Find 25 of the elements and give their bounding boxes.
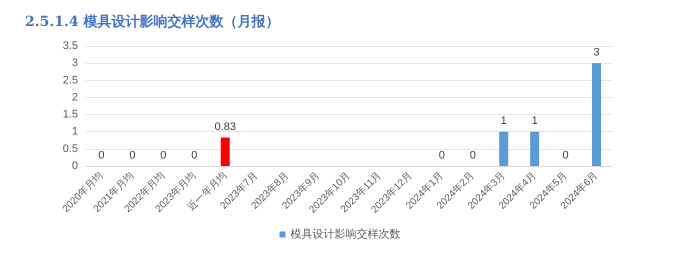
bar xyxy=(530,132,540,166)
data-label: 3 xyxy=(593,46,600,59)
chart-title: 2.5.1.4 模具设计影响交样次数（月报） xyxy=(25,13,280,30)
data-label: 0 xyxy=(470,150,476,162)
legend-label: 模具设计影响交样次数 xyxy=(290,228,400,240)
y-tick-label: 0 xyxy=(72,160,78,172)
y-tick-label: 3.5 xyxy=(62,40,78,52)
data-label: 0 xyxy=(438,150,445,162)
bar xyxy=(592,63,602,166)
y-tick-label: 3 xyxy=(72,57,78,70)
bar xyxy=(499,132,508,166)
y-tick-label: 2 xyxy=(72,91,78,104)
y-tick-label: 0.5 xyxy=(62,142,78,155)
y-tick-label: 1.5 xyxy=(62,108,78,121)
data-label: 0 xyxy=(160,150,166,162)
bar xyxy=(220,138,230,166)
data-label: 0 xyxy=(129,150,136,162)
data-label: 0 xyxy=(98,150,105,162)
data-label: 1 xyxy=(532,115,538,128)
data-label: 0 xyxy=(191,150,198,162)
y-tick-label: 2.5 xyxy=(62,74,78,86)
data-label: 0.83 xyxy=(214,121,236,134)
y-tick-label: 1 xyxy=(72,126,78,138)
data-label: 1 xyxy=(500,115,507,128)
data-label: 0 xyxy=(562,150,569,162)
